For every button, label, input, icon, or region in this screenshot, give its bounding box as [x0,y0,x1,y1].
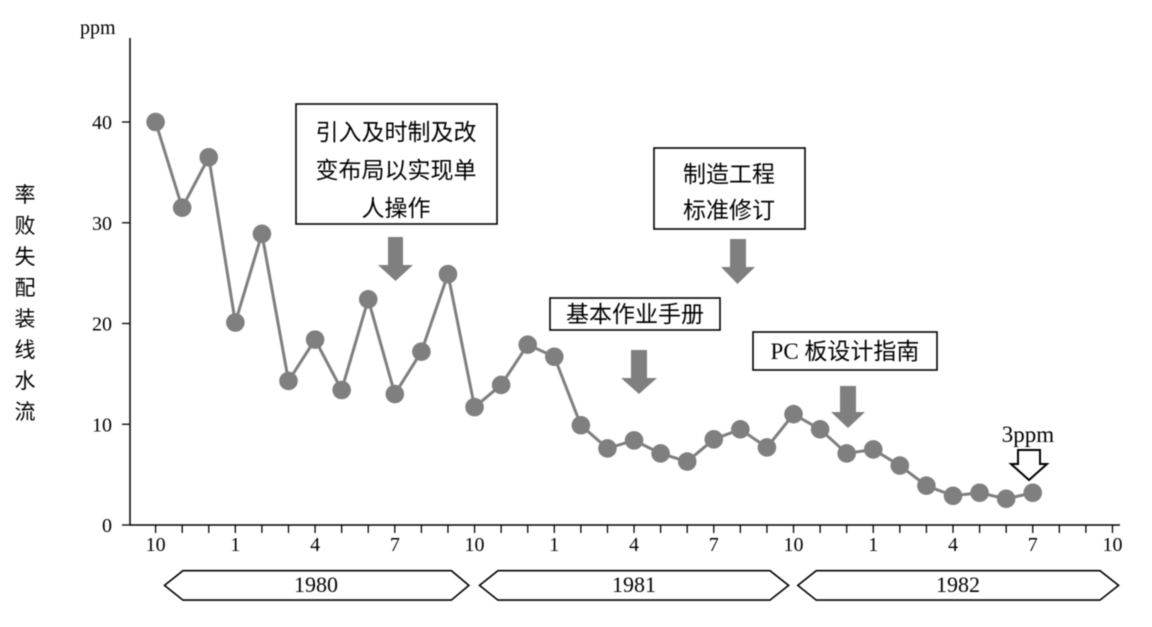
svg-text:1: 1 [230,534,240,556]
svg-text:水: 水 [15,369,36,393]
svg-text:3ppm: 3ppm [1002,422,1055,447]
svg-text:10: 10 [1102,534,1122,556]
svg-text:ppm: ppm [80,17,116,39]
svg-text:4: 4 [629,534,639,556]
svg-text:率: 率 [15,183,36,207]
svg-text:1: 1 [549,534,559,556]
svg-text:1980: 1980 [294,572,338,597]
svg-text:PC 板设计指南: PC 板设计指南 [771,339,920,364]
svg-text:装: 装 [15,307,36,331]
svg-text:10: 10 [92,414,112,436]
svg-text:1982: 1982 [936,572,980,597]
svg-text:30: 30 [92,213,112,235]
svg-text:7: 7 [709,534,719,556]
svg-text:40: 40 [92,112,112,134]
svg-text:4: 4 [948,534,958,556]
svg-text:1: 1 [868,534,878,556]
svg-text:标准修订: 标准修订 [683,198,775,223]
svg-text:基本作业手册: 基本作业手册 [566,302,704,327]
svg-text:流: 流 [15,400,36,424]
svg-text:7: 7 [1028,534,1038,556]
svg-text:1981: 1981 [612,572,656,597]
svg-text:10: 10 [146,534,166,556]
svg-text:人操作: 人操作 [362,196,431,221]
svg-text:败: 败 [15,214,36,238]
svg-text:失: 失 [15,245,36,269]
svg-text:20: 20 [92,314,112,336]
svg-text:4: 4 [310,534,320,556]
svg-text:10: 10 [784,534,804,556]
svg-text:配: 配 [15,276,36,300]
svg-text:线: 线 [15,338,36,362]
svg-text:7: 7 [390,534,400,556]
svg-text:引入及时制及改: 引入及时制及改 [316,120,477,145]
svg-text:制造工程: 制造工程 [683,162,775,187]
svg-text:10: 10 [465,534,485,556]
svg-text:变布局以实现单: 变布局以实现单 [316,158,477,183]
svg-text:0: 0 [102,515,112,537]
